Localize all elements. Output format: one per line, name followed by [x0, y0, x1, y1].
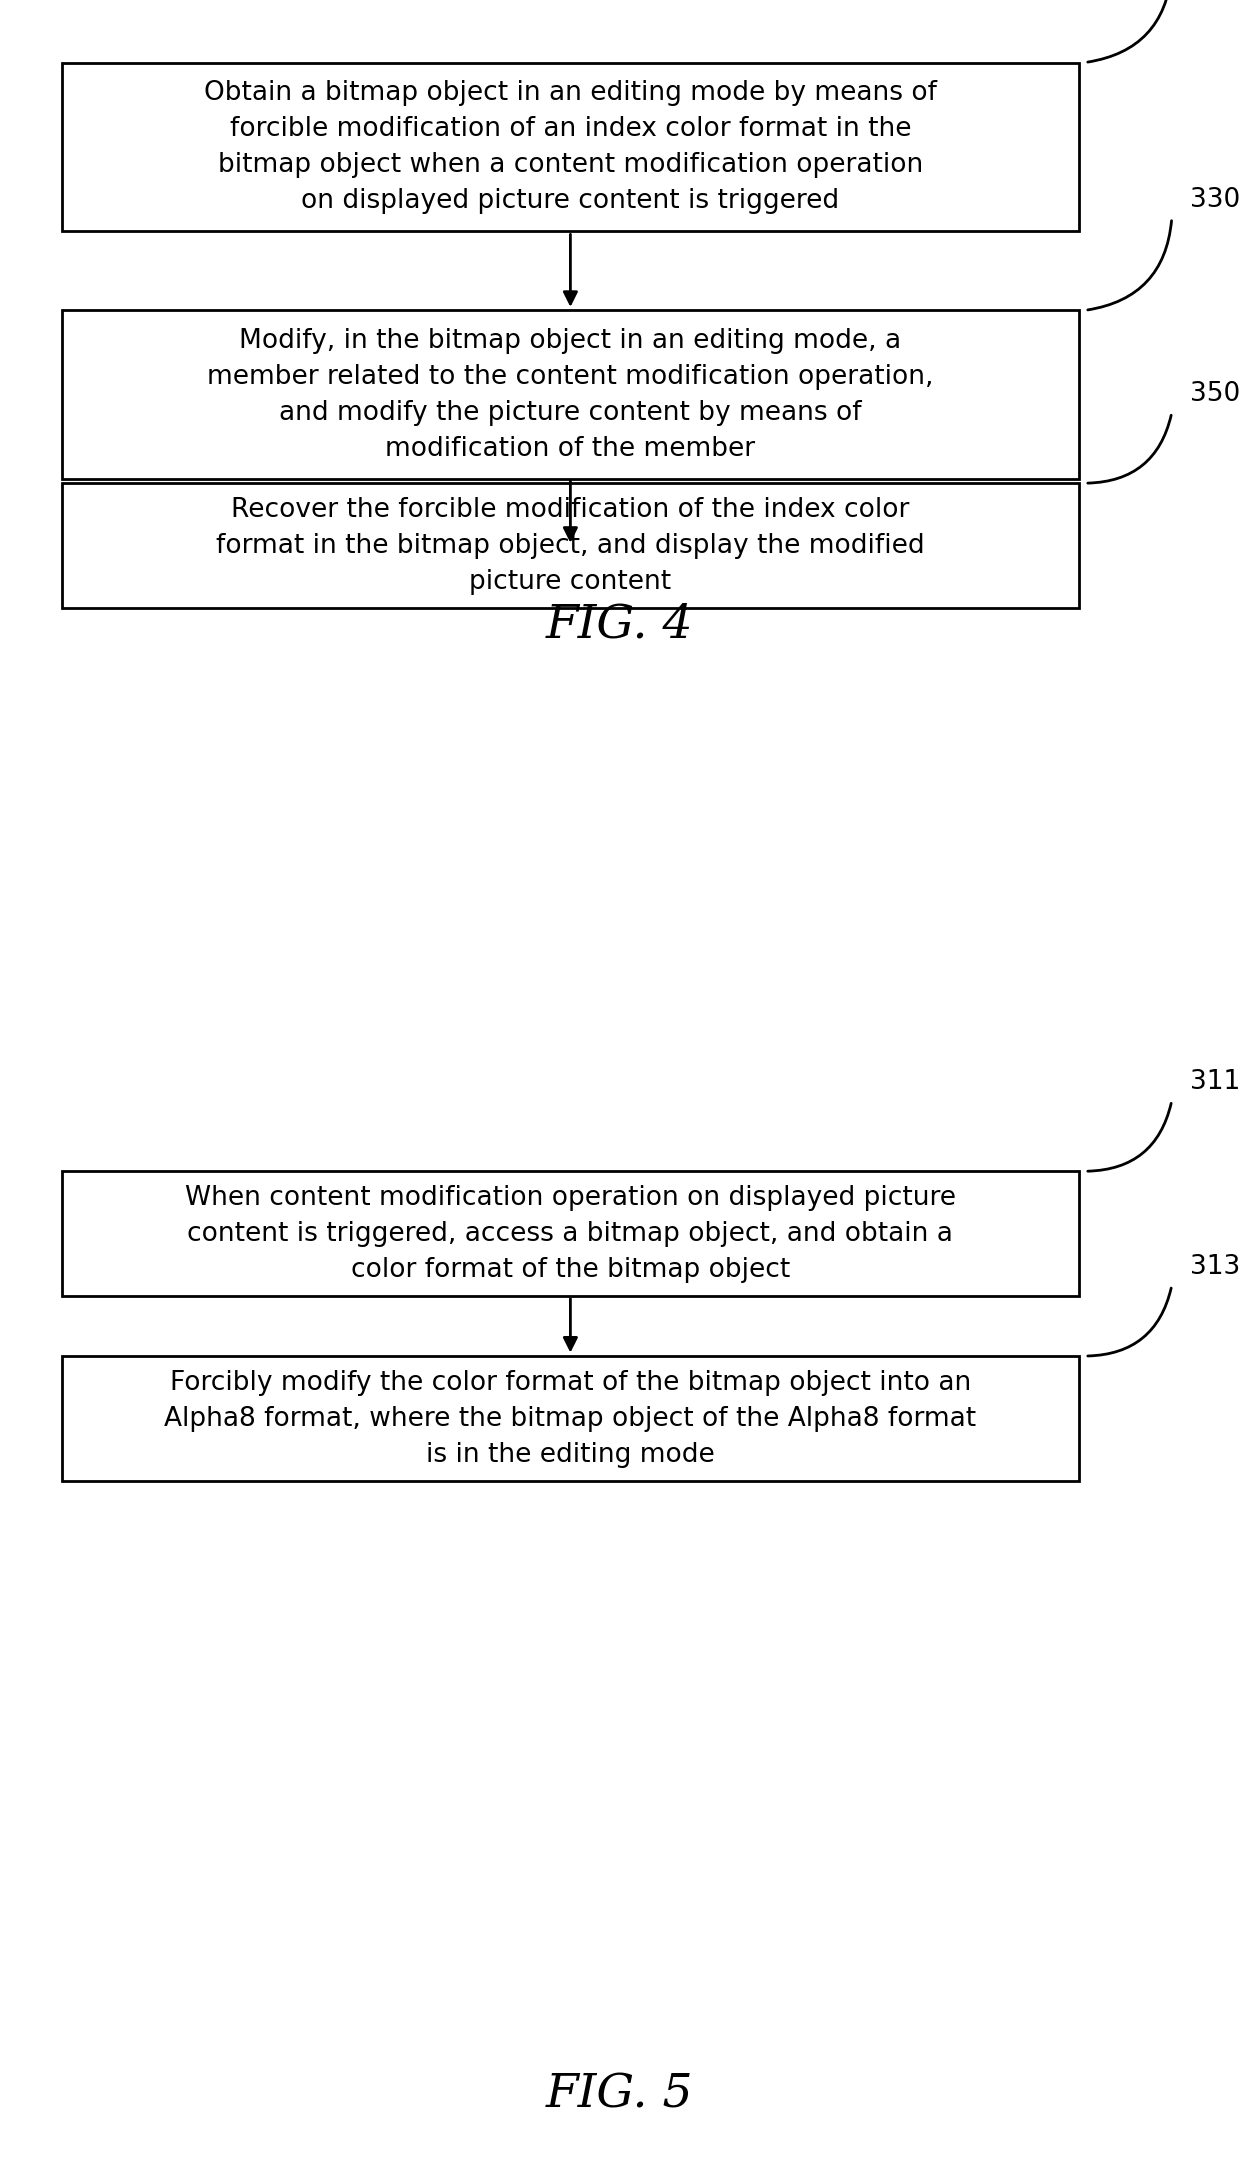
FancyBboxPatch shape: [62, 63, 1079, 230]
Text: When content modification operation on displayed picture
content is triggered, a: When content modification operation on d…: [185, 1185, 956, 1283]
Text: Modify, in the bitmap object in an editing mode, a
member related to the content: Modify, in the bitmap object in an editi…: [207, 328, 934, 461]
Text: Obtain a bitmap object in an editing mode by means of
forcible modification of a: Obtain a bitmap object in an editing mod…: [203, 80, 937, 213]
FancyBboxPatch shape: [62, 311, 1079, 478]
Text: 350: 350: [1190, 380, 1240, 407]
Text: 330: 330: [1190, 187, 1240, 213]
Text: Forcibly modify the color format of the bitmap object into an
Alpha8 format, whe: Forcibly modify the color format of the …: [165, 1370, 976, 1467]
Text: 311: 311: [1190, 1070, 1240, 1096]
Text: Recover the forcible modification of the index color
format in the bitmap object: Recover the forcible modification of the…: [216, 496, 925, 596]
Text: FIG. 5: FIG. 5: [546, 2072, 694, 2117]
FancyBboxPatch shape: [62, 483, 1079, 609]
FancyBboxPatch shape: [62, 1357, 1079, 1480]
Text: FIG. 4: FIG. 4: [546, 602, 694, 648]
Text: 313: 313: [1190, 1254, 1240, 1280]
FancyBboxPatch shape: [62, 1172, 1079, 1296]
